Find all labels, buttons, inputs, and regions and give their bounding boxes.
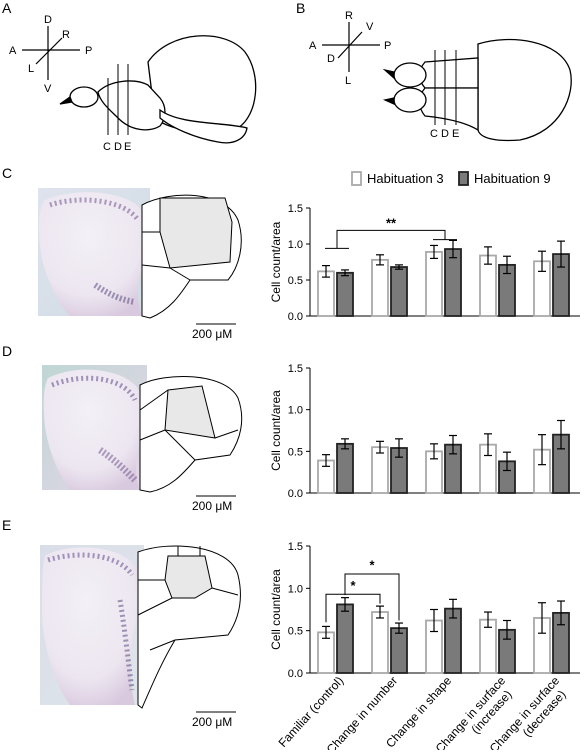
histology-image-c [38,188,150,316]
significance-label: * [350,578,356,593]
section-lines-b [434,50,457,125]
compass-b-r: R [345,10,353,22]
y-axis-label: Cell count/area [269,390,283,471]
section-label-b-e: E [452,128,459,140]
panel-label-e: E [2,517,11,533]
section-label-a-e: E [124,141,131,153]
y-tick-label: 0.0 [288,488,303,500]
y-tick-label: 1.0 [288,239,303,251]
brain-side-view [59,35,257,144]
panel-label-c: C [2,165,12,181]
histology-image-d [42,365,147,490]
bar [371,258,389,317]
compass-a [22,26,80,80]
scale-label-e: 200 μM [192,715,232,729]
panel-label-a: A [2,0,12,16]
scale-label-d: 200 μM [192,499,232,513]
y-tick-label: 1.5 [288,541,303,553]
bar [371,446,389,494]
legend-swatch-habituation9 [458,171,469,186]
y-tick-label: 1.5 [288,203,303,215]
bar [336,271,354,317]
compass-a-d: D [44,14,52,26]
scale-label-c: 200 μM [192,327,232,341]
bar [425,251,443,317]
compass-a-a: A [9,45,17,57]
bar [371,611,389,674]
bar [390,266,408,317]
histology-image-e [40,545,144,705]
compass-b-d: D [327,53,335,65]
y-tick-label: 0.5 [288,626,303,638]
compass-b-l: L [345,75,351,87]
y-tick-label: 0.0 [288,668,303,680]
compass-b [322,22,380,72]
significance-bracket [344,573,400,621]
compass-a-r: R [62,29,70,41]
legend: Habituation 3 Habituation 9 [351,171,551,186]
legend-label-habituation9: Habituation 9 [474,171,551,186]
compass-a-l: L [28,63,34,75]
section-label-b-c: C [430,128,438,140]
panel-label-d: D [2,343,12,359]
compass-b-a: A [309,40,317,52]
y-tick-label: 0.0 [288,311,303,323]
y-tick-label: 0.5 [288,275,303,287]
bar [336,442,354,494]
compass-a-p: P [85,45,92,57]
section-label-a-d: D [114,141,122,153]
compass-b-v: V [366,21,374,33]
section-label-b-d: D [441,128,449,140]
y-axis-label: Cell count/area [269,221,283,302]
legend-label-habituation3: Habituation 3 [367,171,444,186]
compass-b-p: P [384,40,391,52]
schematic-section-d [139,376,243,493]
y-tick-label: 1.5 [288,363,303,375]
section-label-a-c: C [103,141,111,153]
schematic-section-e [137,545,241,709]
significance-label: * [369,558,375,573]
y-tick-label: 0.5 [288,446,303,458]
section-lines-a [107,64,129,135]
brain-top-view [382,38,572,142]
y-tick-label: 1.0 [288,405,303,417]
bar [444,248,462,317]
y-tick-label: 1.0 [288,583,303,595]
bar-chart-d: 0.0 0.5 1.0 1.5 Cell count/area [269,363,580,500]
compass-a-v: V [44,83,52,95]
significance-bracket [325,593,381,623]
schematic-section-c [141,194,242,319]
significance-bracket [325,229,457,249]
significance-label: ** [386,215,397,230]
bar [336,603,354,674]
bar-chart-c: 0.0 0.5 1.0 1.5 Cell count/area ** [269,203,580,323]
y-axis-label: Cell count/area [269,569,283,650]
bar [390,627,408,674]
legend-swatch-habituation3 [351,171,362,186]
panel-label-b: B [296,0,305,16]
bar [317,270,335,317]
